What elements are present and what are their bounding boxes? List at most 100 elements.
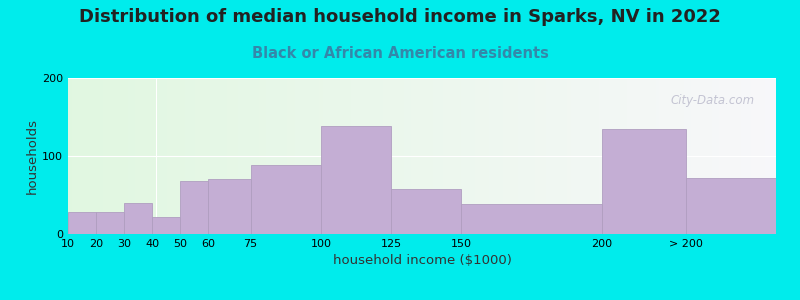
Bar: [118, 78, 121, 234]
Bar: [408, 78, 411, 234]
Bar: [401, 78, 404, 234]
Bar: [160, 78, 163, 234]
Bar: [461, 78, 465, 234]
Text: City-Data.com: City-Data.com: [670, 94, 754, 106]
Bar: [78, 78, 82, 234]
Bar: [468, 78, 471, 234]
Text: Black or African American residents: Black or African American residents: [251, 46, 549, 62]
Bar: [202, 78, 206, 234]
Bar: [706, 78, 709, 234]
Bar: [180, 181, 209, 234]
Bar: [741, 78, 744, 234]
Bar: [210, 78, 213, 234]
Bar: [383, 78, 386, 234]
Bar: [404, 78, 408, 234]
Bar: [550, 78, 553, 234]
Bar: [546, 78, 550, 234]
Bar: [270, 78, 274, 234]
Bar: [390, 78, 394, 234]
Bar: [450, 78, 454, 234]
Bar: [167, 78, 170, 234]
Text: Distribution of median household income in Sparks, NV in 2022: Distribution of median household income …: [79, 8, 721, 26]
Bar: [242, 78, 245, 234]
Bar: [610, 78, 613, 234]
Bar: [553, 78, 557, 234]
Bar: [525, 78, 528, 234]
Bar: [174, 78, 178, 234]
Bar: [124, 203, 152, 234]
Bar: [386, 78, 390, 234]
Bar: [443, 78, 446, 234]
Bar: [510, 78, 514, 234]
Bar: [323, 78, 326, 234]
Bar: [231, 78, 234, 234]
Bar: [670, 78, 674, 234]
Bar: [471, 78, 475, 234]
Bar: [602, 78, 606, 234]
Bar: [429, 78, 433, 234]
Bar: [245, 78, 249, 234]
Bar: [262, 78, 266, 234]
Bar: [391, 189, 462, 234]
Bar: [599, 78, 602, 234]
Bar: [398, 78, 401, 234]
Bar: [68, 78, 71, 234]
Bar: [86, 78, 90, 234]
Bar: [592, 78, 595, 234]
Bar: [539, 78, 542, 234]
Bar: [602, 129, 686, 234]
Bar: [319, 78, 323, 234]
Bar: [250, 165, 321, 234]
Bar: [157, 78, 160, 234]
Bar: [274, 78, 277, 234]
Bar: [362, 78, 366, 234]
X-axis label: household income ($1000): household income ($1000): [333, 254, 511, 267]
Bar: [734, 78, 737, 234]
Bar: [570, 78, 574, 234]
Bar: [415, 78, 418, 234]
Bar: [585, 78, 588, 234]
Bar: [121, 78, 125, 234]
Bar: [277, 78, 281, 234]
Bar: [567, 78, 570, 234]
Bar: [436, 78, 440, 234]
Bar: [542, 78, 546, 234]
Bar: [411, 78, 415, 234]
Bar: [726, 78, 730, 234]
Bar: [110, 78, 114, 234]
Bar: [686, 178, 776, 234]
Bar: [595, 78, 599, 234]
Bar: [709, 78, 712, 234]
Bar: [358, 78, 362, 234]
Bar: [582, 78, 585, 234]
Bar: [170, 78, 174, 234]
Bar: [330, 78, 334, 234]
Bar: [291, 78, 294, 234]
Bar: [142, 78, 146, 234]
Bar: [433, 78, 436, 234]
Bar: [482, 78, 486, 234]
Bar: [135, 78, 139, 234]
Bar: [677, 78, 681, 234]
Bar: [716, 78, 719, 234]
Bar: [645, 78, 649, 234]
Bar: [312, 78, 316, 234]
Bar: [490, 78, 493, 234]
Bar: [440, 78, 443, 234]
Bar: [758, 78, 762, 234]
Bar: [662, 78, 666, 234]
Bar: [627, 78, 631, 234]
Bar: [139, 78, 142, 234]
Bar: [617, 78, 620, 234]
Y-axis label: households: households: [26, 118, 39, 194]
Bar: [326, 78, 330, 234]
Bar: [578, 78, 582, 234]
Bar: [321, 126, 391, 234]
Bar: [744, 78, 748, 234]
Bar: [769, 78, 773, 234]
Bar: [150, 78, 153, 234]
Bar: [152, 217, 180, 234]
Bar: [252, 78, 256, 234]
Bar: [659, 78, 662, 234]
Bar: [766, 78, 769, 234]
